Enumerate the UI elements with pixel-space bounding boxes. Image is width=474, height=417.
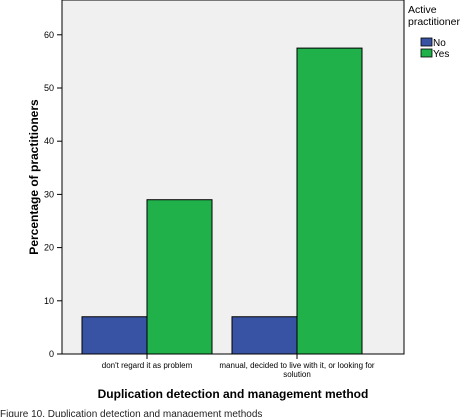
y-tick-label: 20 [44, 243, 54, 253]
legend-label-yes: Yes [433, 49, 449, 60]
x-category-label: don't regard it as problem [102, 361, 193, 370]
bar-yes-2 [296, 47, 363, 355]
y-axis: 0 10 20 30 40 50 60 [44, 30, 62, 359]
legend-title: Active [408, 4, 437, 16]
legend-label-no: No [433, 38, 446, 49]
y-tick-label: 40 [44, 136, 54, 146]
y-tick-label: 30 [44, 189, 54, 199]
y-axis-title: Percentage of practitioners [27, 99, 41, 255]
x-axis-title: Duplication detection and management met… [98, 387, 369, 401]
y-tick-label: 50 [44, 83, 54, 93]
bars-group [81, 47, 363, 355]
legend-swatch-yes [420, 48, 433, 58]
legend-title: practitioner [408, 16, 460, 28]
y-tick-label: 60 [44, 30, 54, 40]
caption-strip: Figure 10. Duplication detection and man… [0, 408, 474, 417]
bar-no-2 [231, 316, 298, 355]
bar-no-1 [81, 316, 148, 355]
figure-caption: Figure 10. Duplication detection and man… [0, 409, 263, 417]
x-axis: don't regard it as problem manual, decide… [102, 354, 375, 379]
y-tick-label: 0 [49, 349, 54, 359]
bar-yes-1 [146, 199, 213, 355]
x-category-label: solution [283, 370, 311, 379]
x-category-label: manual, decided to live with it, or look… [219, 361, 375, 370]
legend-swatch-no [420, 37, 433, 47]
y-tick-label: 10 [44, 296, 54, 306]
